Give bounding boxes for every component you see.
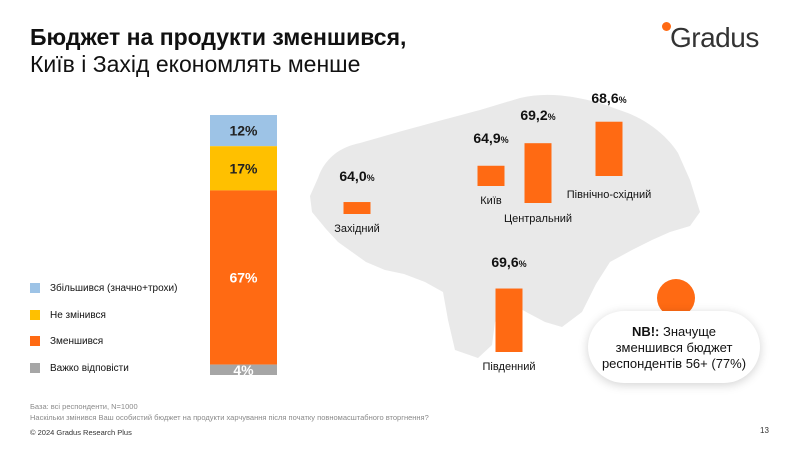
region-value-3: 68,6% bbox=[591, 90, 626, 106]
stack-segment-0 bbox=[210, 115, 277, 147]
footer-base: База: всі респонденти, N=1000 bbox=[30, 402, 138, 411]
logo-dot-icon bbox=[662, 22, 671, 31]
stack-label-0: 12% bbox=[229, 123, 258, 139]
page-title: Бюджет на продукти зменшився, Київ і Зах… bbox=[30, 24, 406, 78]
footer-question: Наскільки змінився Ваш особистий бюджет … bbox=[30, 413, 429, 422]
region-bar-0 bbox=[343, 202, 371, 214]
legend-swatch bbox=[30, 362, 40, 373]
nb-callout: NB!: Значуще зменшився бюджет респондент… bbox=[588, 311, 760, 383]
stack-segment-1 bbox=[210, 146, 277, 191]
region-name-0: Західний bbox=[334, 223, 380, 235]
region-value-4: 69,6% bbox=[491, 254, 526, 270]
region-value-0: 64,0% bbox=[339, 168, 374, 184]
region-bar-2 bbox=[524, 143, 552, 203]
stack-label-3: 4% bbox=[233, 362, 254, 378]
legend-swatch bbox=[30, 283, 40, 293]
callout-line-1: Значуще bbox=[659, 324, 717, 339]
legend-label: Важко відповісти bbox=[50, 362, 129, 374]
region-name-1: Київ bbox=[480, 195, 502, 207]
region-value-1: 64,9% bbox=[473, 130, 508, 146]
stacked-bar-chart: 12% 17% 67% 4% bbox=[210, 115, 277, 378]
legend-swatch bbox=[30, 309, 40, 320]
region-bar-3 bbox=[595, 121, 623, 176]
legend-label: Збільшився (значно+трохи) bbox=[50, 283, 178, 294]
copyright: © 2024 Gradus Research Plus bbox=[30, 428, 132, 437]
logo-text: Gradus bbox=[670, 22, 759, 53]
title-line-2: Київ і Захід економлять менше bbox=[30, 51, 361, 77]
legend-swatch bbox=[30, 336, 40, 346]
region-name-3: Північно-східний bbox=[567, 189, 652, 201]
region-bar-4 bbox=[495, 288, 523, 352]
gradus-logo: Gradus bbox=[662, 22, 782, 53]
region-value-2: 69,2% bbox=[520, 107, 555, 123]
callout-line-3: респондентів 56+ (77%) bbox=[601, 356, 747, 371]
region-name-2: Центральний bbox=[504, 213, 572, 225]
callout-line-2: зменшився бюджет bbox=[615, 340, 733, 355]
callout-text: NB!: Значуще зменшився бюджет респондент… bbox=[588, 324, 760, 372]
legend-label: Зменшився bbox=[50, 336, 104, 347]
stack-label-1: 17% bbox=[229, 160, 258, 176]
page-number: 13 bbox=[760, 426, 769, 435]
callout-bold: NB!: bbox=[631, 324, 660, 339]
stack-segment-3 bbox=[210, 364, 277, 375]
accent-circle bbox=[657, 279, 695, 317]
region-bar-1 bbox=[477, 165, 505, 186]
stack-segment-2 bbox=[210, 190, 277, 365]
title-line-1: Бюджет на продукти зменшився, bbox=[30, 24, 407, 50]
legend-label: Не змінився bbox=[50, 309, 106, 321]
region-name-4: Південний bbox=[482, 361, 535, 373]
stack-label-2: 67% bbox=[229, 270, 258, 286]
